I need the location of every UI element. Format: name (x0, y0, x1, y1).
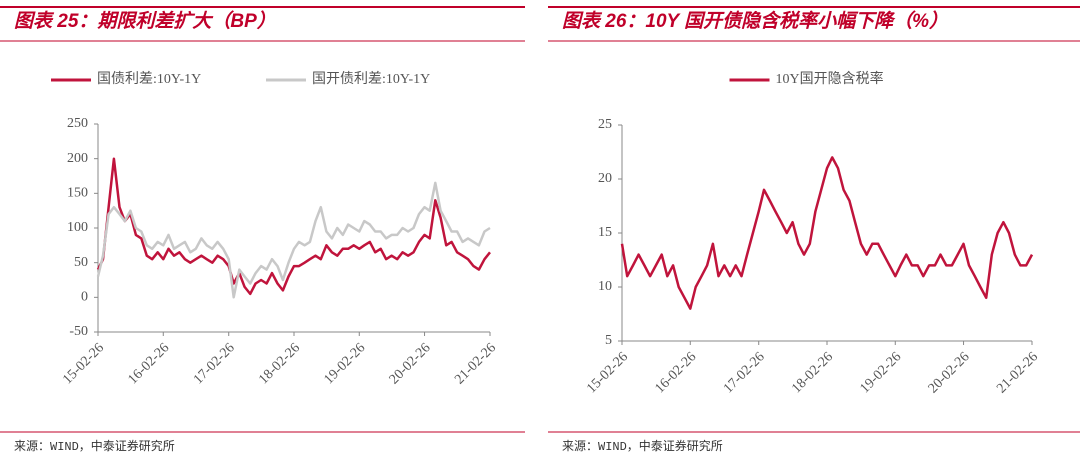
y-tick-label: 150 (67, 186, 88, 201)
chart-panel: 图表 25：期限利差扩大（BP） 来源：WIND，中泰证券研究所 -50 0 50 100… (0, 6, 525, 454)
x-tick-label: 15-02-26 (60, 340, 107, 387)
y-tick-label: 15 (598, 225, 612, 240)
y-tick-label: 50 (74, 255, 88, 270)
x-tick-label: 18-02-26 (256, 340, 303, 387)
x-tick-label: 18-02-26 (789, 349, 836, 396)
legend-label: 国债利差:10Y-1Y (97, 71, 201, 87)
chart-title: 图表 26：10Y 国开债隐含税率小幅下降（%） (562, 10, 948, 32)
x-tick-label: 19-02-26 (321, 340, 368, 387)
y-tick-label: 250 (67, 116, 88, 131)
x-tick-label: 20-02-26 (387, 340, 434, 387)
y-tick-label: 10 (598, 279, 612, 294)
y-tick-label: 200 (67, 151, 88, 166)
series-line (96, 157, 491, 296)
x-tick-label: 16-02-26 (125, 340, 172, 387)
y-tick-label: 25 (598, 117, 612, 132)
y-tick-label: -50 (69, 324, 88, 339)
legend-label: 10Y国开隐含税率 (776, 70, 884, 87)
x-tick-label: 20-02-26 (926, 349, 973, 396)
y-tick-label: 20 (598, 171, 612, 186)
chart-title: 图表 25：期限利差扩大（BP） (14, 10, 276, 32)
x-tick-label: 16-02-26 (652, 349, 699, 396)
legend-label: 国开债利差:10Y-1Y (312, 71, 430, 87)
y-tick-label: 0 (81, 290, 88, 305)
x-tick-label: 17-02-26 (191, 340, 238, 387)
chart-panel: 图表 26：10Y 国开债隐含税率小幅下降（%） 来源：WIND，中泰证券研究所 5… (548, 6, 1080, 454)
source-note: 来源：WIND，中泰证券研究所 (14, 438, 175, 454)
x-tick-label: 19-02-26 (857, 349, 904, 396)
x-tick-label: 21-02-26 (452, 340, 499, 387)
series-line (96, 181, 491, 299)
x-tick-label: 15-02-26 (584, 349, 631, 396)
series-line (620, 156, 1034, 310)
y-tick-label: 100 (67, 220, 88, 235)
source-note: 来源：WIND，中泰证券研究所 (562, 438, 723, 454)
x-tick-label: 21-02-26 (994, 349, 1041, 396)
y-tick-label: 5 (605, 333, 612, 348)
x-tick-label: 17-02-26 (721, 349, 768, 396)
